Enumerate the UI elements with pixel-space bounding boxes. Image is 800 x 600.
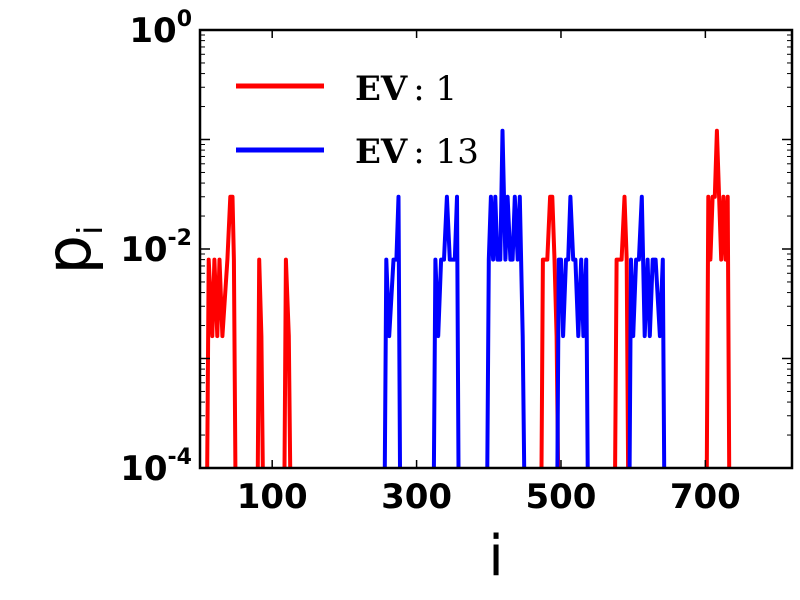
series-2-cluster-3	[485, 128, 527, 469]
legend: EV: 1 EV: 13	[236, 69, 479, 172]
legend-label-ev13: EV: 13	[355, 132, 479, 172]
y-axis-label-main: p	[32, 235, 105, 274]
x-axis-label: i	[488, 524, 504, 589]
series-1-cluster-4	[539, 194, 561, 469]
x-tick-label: 500	[525, 477, 596, 517]
x-tick-label: 700	[670, 477, 741, 517]
y-tick-label: 10-4	[120, 445, 192, 489]
series-2-cluster-5	[627, 194, 667, 469]
series-layer	[205, 128, 732, 469]
legend-label-ev1: EV: 1	[355, 69, 457, 109]
series-2-cluster-2	[431, 194, 461, 469]
legend-label-ev1-rest: : 1	[413, 69, 457, 109]
y-axis-label: pi	[32, 226, 111, 275]
series-1-cluster-1	[205, 194, 238, 469]
y-axis-label-sub: i	[71, 226, 111, 235]
series-1-cluster-5	[613, 194, 631, 469]
y-tick-label: 10-2	[120, 226, 192, 270]
y-tick-base: 10	[120, 449, 167, 489]
y-tick-exponent: -4	[168, 445, 192, 470]
legend-label-ev13-rest: : 13	[413, 132, 479, 172]
series-1-cluster-2	[255, 257, 265, 469]
y-tick-label: 100	[129, 7, 192, 51]
y-tick-exponent: 0	[177, 7, 192, 32]
y-tick-base: 10	[120, 230, 167, 270]
series-2-cluster-4	[555, 194, 590, 469]
y-tick-base: 10	[129, 11, 176, 51]
series-2-cluster-1	[382, 194, 402, 469]
x-tick-label: 100	[237, 477, 308, 517]
x-tick-label: 300	[381, 477, 452, 517]
legend-label-ev1-bold: EV	[355, 69, 408, 109]
series-1-cluster-6	[704, 128, 732, 469]
y-tick-exponent: -2	[168, 226, 192, 251]
series-1-cluster-3	[282, 257, 293, 469]
legend-label-ev13-bold: EV	[355, 132, 408, 172]
